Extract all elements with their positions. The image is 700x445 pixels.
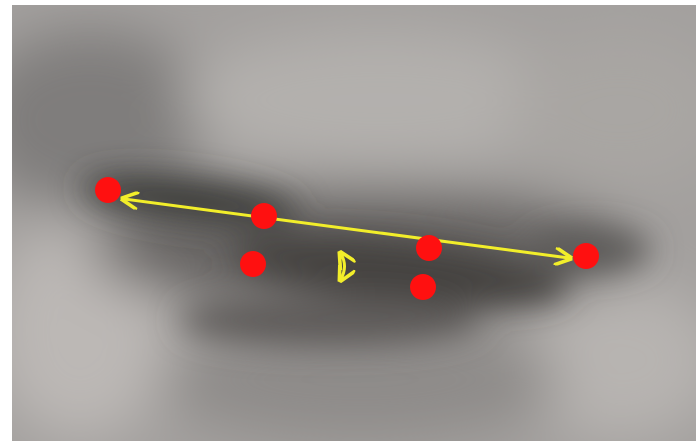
landmark-point xyxy=(416,235,442,261)
landmark-point xyxy=(410,274,436,300)
landmark-point xyxy=(95,177,121,203)
page: Image {} html, body { margin: 0; padding… xyxy=(0,0,700,445)
photo xyxy=(0,5,700,441)
landmark-point xyxy=(573,243,599,269)
page-body xyxy=(0,0,700,445)
landmark-point xyxy=(240,251,266,277)
image-canvas xyxy=(0,0,700,445)
landmark-point xyxy=(251,203,277,229)
shade xyxy=(180,295,480,345)
